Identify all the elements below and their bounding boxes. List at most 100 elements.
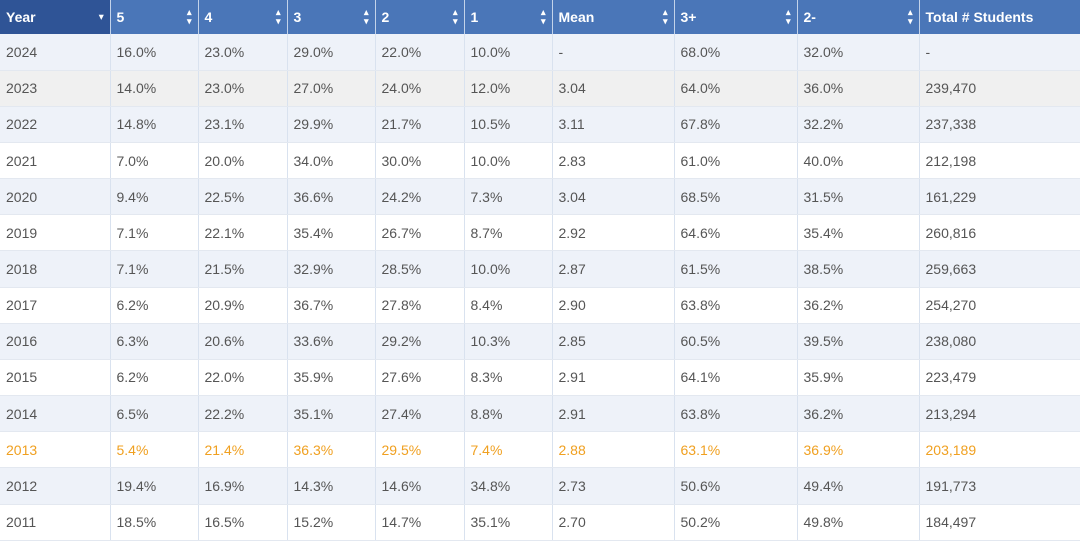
column-header-label: 1 [470,9,479,25]
cell-pass-3-plus: 63.8% [674,395,798,433]
cell-fail-2-minus: 32.2% [797,106,920,143]
cell-score-1: 10.5% [464,106,553,143]
table-row: 2023 14.0% 23.0% 27.0% 24.0% 12.0% 3.04 64.0% 36… [0,70,1080,107]
cell-score-2: 27.6% [375,359,465,397]
sort-both-icon[interactable]: ▴ ▾ [452,7,458,26]
column-header-fail-2-minus[interactable]: 2- ▴ ▾ [797,0,920,34]
cell-score-3: 29.9% [287,106,376,143]
cell-total-students: 223,479 [919,359,1080,397]
sort-both-icon[interactable]: ▴ ▾ [363,7,369,26]
cell-score-4: 16.9% [198,467,288,505]
cell-score-2: 14.6% [375,467,465,505]
sort-both-icon[interactable]: ▴ ▾ [275,7,281,26]
sort-descending-icon[interactable]: ▾ [98,11,104,22]
cell-total-students: 238,080 [919,323,1080,360]
cell-score-3: 35.1% [287,395,376,433]
sort-both-icon[interactable]: ▴ ▾ [662,7,668,26]
cell-score-1: 35.1% [464,504,553,541]
cell-score-2: 22.0% [375,34,465,71]
table-row: 2011 18.5% 16.5% 15.2% 14.7% 35.1% 2.70 50.2% 49… [0,504,1080,541]
cell-score-3: 36.6% [287,178,376,216]
cell-fail-2-minus: 36.2% [797,395,920,433]
cell-score-5: 5.4% [110,431,199,469]
column-header-total-students[interactable]: Total # Students [919,0,1080,34]
cell-score-2: 26.7% [375,214,465,252]
cell-year: 2014 [0,395,111,433]
cell-mean: 2.91 [552,359,675,397]
cell-score-4: 20.0% [198,142,288,180]
cell-score-2: 28.5% [375,250,465,288]
cell-year: 2016 [0,323,111,360]
cell-total-students: 203,189 [919,431,1080,469]
cell-score-2: 29.2% [375,323,465,360]
table-row: 2013 5.4% 21.4% 36.3% 29.5% 7.4% 2.88 63.1% 36.9… [0,431,1080,469]
cell-pass-3-plus: 67.8% [674,106,798,143]
cell-pass-3-plus: 64.1% [674,359,798,397]
cell-mean: 2.92 [552,214,675,252]
cell-mean: 2.91 [552,395,675,433]
cell-score-4: 20.9% [198,287,288,324]
column-header-pass-3-plus[interactable]: 3+ ▴ ▾ [674,0,798,34]
cell-score-5: 14.0% [110,70,199,107]
cell-year: 2018 [0,250,111,288]
cell-pass-3-plus: 64.0% [674,70,798,107]
cell-fail-2-minus: 49.4% [797,467,920,505]
column-header-score-2[interactable]: 2 ▴ ▾ [375,0,465,34]
sort-both-icon[interactable]: ▴ ▾ [907,7,913,26]
cell-score-5: 18.5% [110,504,199,541]
column-header-label: 4 [204,9,213,25]
cell-score-3: 34.0% [287,142,376,180]
sort-both-icon[interactable]: ▴ ▾ [540,7,546,26]
cell-year: 2021 [0,142,111,180]
column-header-score-1[interactable]: 1 ▴ ▾ [464,0,553,34]
cell-score-1: 10.3% [464,323,553,360]
table-header: Year ▾ 5 ▴ ▾ 4 ▴ ▾ 3 ▴ ▾ 2 ▴ ▾ 1 ▴ ▾ Mean ▴ ▾ 3+ ▴ ▾ 2- ▴ ▾ Total … [0,0,1080,34]
cell-score-5: 14.8% [110,106,199,143]
cell-score-3: 14.3% [287,467,376,505]
sort-both-icon[interactable]: ▴ ▾ [186,7,192,26]
column-header-score-3[interactable]: 3 ▴ ▾ [287,0,376,34]
column-header-score-4[interactable]: 4 ▴ ▾ [198,0,288,34]
cell-score-4: 23.0% [198,34,288,71]
column-header-mean[interactable]: Mean ▴ ▾ [552,0,675,34]
column-header-year[interactable]: Year ▾ [0,0,111,34]
cell-pass-3-plus: 64.6% [674,214,798,252]
cell-score-4: 22.2% [198,395,288,433]
cell-score-4: 22.1% [198,214,288,252]
cell-fail-2-minus: 36.2% [797,287,920,324]
cell-year: 2020 [0,178,111,216]
cell-mean: 2.70 [552,504,675,541]
cell-pass-3-plus: 50.6% [674,467,798,505]
cell-score-4: 21.5% [198,250,288,288]
table-row: 2022 14.8% 23.1% 29.9% 21.7% 10.5% 3.11 67.8% 32… [0,106,1080,143]
cell-score-2: 27.8% [375,287,465,324]
cell-total-students: 191,773 [919,467,1080,505]
cell-mean: 2.88 [552,431,675,469]
sort-both-icon[interactable]: ▴ ▾ [785,7,791,26]
cell-score-4: 16.5% [198,504,288,541]
cell-total-students: 254,270 [919,287,1080,324]
cell-pass-3-plus: 63.1% [674,431,798,469]
cell-mean: 2.83 [552,142,675,180]
cell-score-4: 22.5% [198,178,288,216]
cell-total-students: 239,470 [919,70,1080,107]
cell-score-2: 24.2% [375,178,465,216]
cell-score-3: 35.9% [287,359,376,397]
cell-score-2: 24.0% [375,70,465,107]
cell-mean: 3.04 [552,70,675,107]
cell-score-1: 10.0% [464,142,553,180]
cell-score-5: 6.5% [110,395,199,433]
table-body: 2024 16.0% 23.0% 29.0% 22.0% 10.0% -68.0% 32.0%… [0,34,1080,541]
cell-score-1: 8.4% [464,287,553,324]
cell-fail-2-minus: 36.9% [797,431,920,469]
column-header-score-5[interactable]: 5 ▴ ▾ [110,0,199,34]
cell-year: 2024 [0,34,111,71]
cell-score-2: 14.7% [375,504,465,541]
cell-score-5: 6.3% [110,323,199,360]
cell-score-1: 8.7% [464,214,553,252]
cell-score-1: 10.0% [464,34,553,71]
table-row: 2016 6.3% 20.6% 33.6% 29.2% 10.3% 2.85 60.5% 39.… [0,323,1080,360]
cell-pass-3-plus: 61.5% [674,250,798,288]
cell-mean: 2.85 [552,323,675,360]
cell-total-students: 259,663 [919,250,1080,288]
